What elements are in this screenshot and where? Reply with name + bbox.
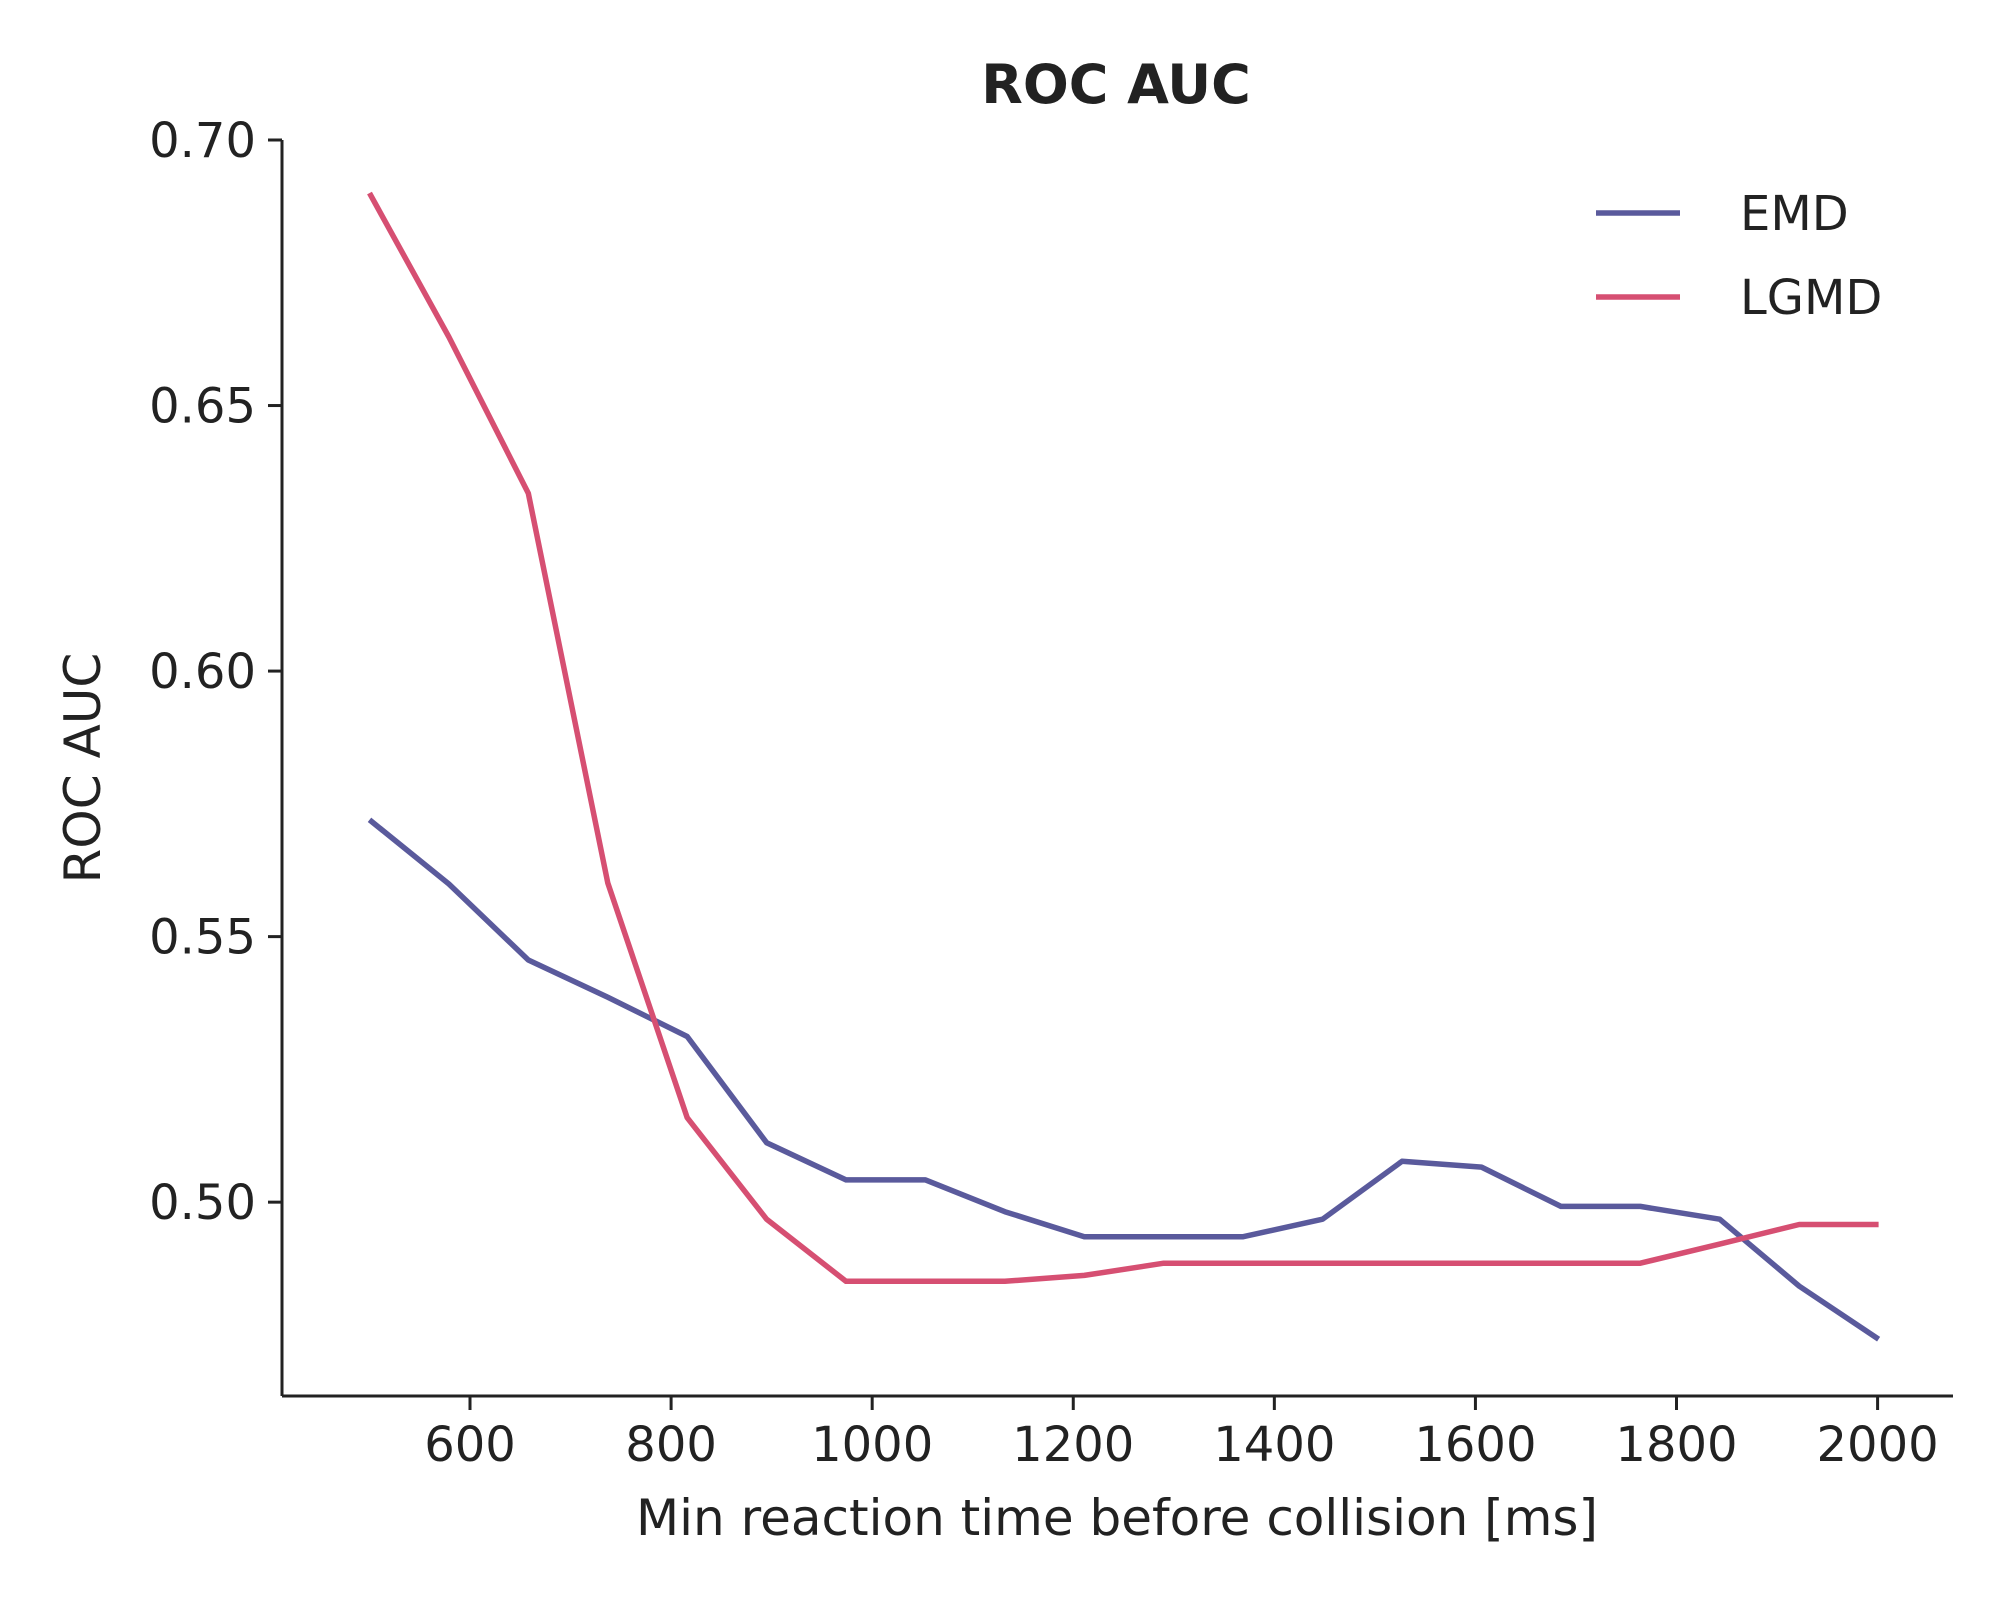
x-tick-label-1400: 1400 bbox=[1213, 1417, 1335, 1473]
y-tick-label-0: 0.50 bbox=[149, 1175, 256, 1231]
y-tick-label-2: 0.60 bbox=[149, 644, 256, 700]
legend-label-lgmd: LGMD bbox=[1740, 270, 1882, 326]
x-axis-label: Min reaction time before collision [ms] bbox=[636, 1489, 1598, 1547]
series-line-lgmd bbox=[367, 191, 1879, 1285]
chart-title: ROC AUC bbox=[981, 53, 1251, 116]
y-tick-label-3: 0.65 bbox=[149, 379, 256, 435]
x-tick-label-1800: 1800 bbox=[1615, 1417, 1737, 1473]
x-tick-label-600: 600 bbox=[424, 1417, 516, 1473]
series-line-emd bbox=[367, 817, 1881, 1342]
x-tick-label-1000: 1000 bbox=[811, 1417, 933, 1473]
series-layer bbox=[367, 191, 1881, 1342]
x-ticks: 600 800 1000 1200 1400 1600 1800 2000 bbox=[424, 1396, 1939, 1473]
plot-area: 600 800 1000 1200 1400 1600 1800 2000 0.500.550… bbox=[149, 113, 1953, 1473]
legend-label-emd: EMD bbox=[1740, 186, 1849, 242]
y-tick-label-1: 0.55 bbox=[149, 910, 256, 966]
x-tick-label-2000: 2000 bbox=[1817, 1417, 1939, 1473]
y-tick-label-4: 0.70 bbox=[149, 113, 256, 169]
y-axis-label: ROC AUC bbox=[54, 653, 112, 884]
x-tick-label-1200: 1200 bbox=[1012, 1417, 1134, 1473]
y-ticks: 0.50 0.55 0.60 0.65 0.70 bbox=[149, 113, 282, 1231]
legend: EMD LGMD bbox=[1596, 186, 1882, 326]
x-tick-label-1600: 1600 bbox=[1414, 1417, 1536, 1473]
x-tick-label-800: 800 bbox=[625, 1417, 717, 1473]
